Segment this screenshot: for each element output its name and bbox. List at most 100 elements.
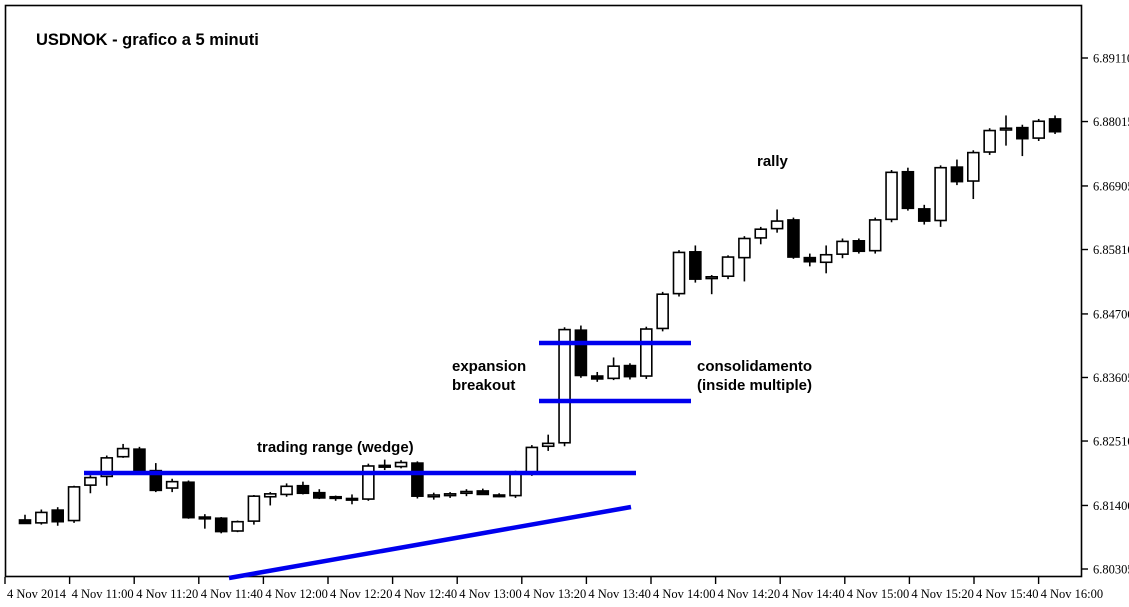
candle <box>607 357 620 381</box>
candle-body <box>247 495 261 522</box>
candle <box>574 325 588 378</box>
y-axis-label: 6.84700 <box>1093 307 1129 321</box>
candle-body <box>214 517 228 533</box>
candle-body <box>427 494 441 498</box>
candle <box>934 165 947 227</box>
candle-body <box>18 519 32 525</box>
x-axis-label: 4 Nov 15:20 <box>911 587 974 601</box>
x-axis: 4 Nov 2014 4 Nov 11:00 4 Nov 11:20 4 Nov 11… <box>4 577 1103 601</box>
y-axis: 6.89110 6.88015 6.86905 6.85810 6.84700 6.836… <box>1081 52 1129 577</box>
candle <box>362 463 375 501</box>
candle-body <box>51 509 65 523</box>
candle-body <box>705 275 719 280</box>
x-axis-label: 4 Nov 13:20 <box>524 587 587 601</box>
candle-body <box>67 486 81 522</box>
candle-body <box>574 329 588 377</box>
candle <box>689 245 702 283</box>
candle <box>1016 124 1029 157</box>
annotation-expansion-breakout-line2: breakout <box>452 377 515 394</box>
y-axis-label: 6.88015 <box>1093 115 1129 129</box>
wedge-support-trendline <box>228 504 632 581</box>
candle <box>427 492 441 500</box>
page-title: USDNOK - grafico a 5 minuti <box>36 31 259 49</box>
candle <box>623 363 637 380</box>
candle-body <box>35 511 48 524</box>
candle <box>263 492 277 506</box>
candle-body <box>133 448 146 473</box>
candle-body <box>362 465 375 500</box>
y-axis-label: 6.85810 <box>1093 243 1129 257</box>
candle <box>231 520 244 533</box>
candle <box>443 492 457 498</box>
annotation-consolidamento-line2: (inside multiple) <box>697 377 812 394</box>
candle-body <box>721 256 735 278</box>
candle-body <box>623 364 637 378</box>
candle <box>394 460 408 469</box>
candle-body <box>950 166 964 183</box>
candle <box>1032 118 1045 141</box>
candle <box>198 514 212 529</box>
candle-body <box>329 495 342 500</box>
candle <box>705 275 719 295</box>
candle-body <box>182 481 195 519</box>
candle <box>67 485 81 523</box>
candle <box>558 327 571 447</box>
candle <box>165 478 179 493</box>
candle-body <box>966 151 980 182</box>
candle <box>770 209 784 233</box>
candle-body <box>1032 120 1045 139</box>
candle <box>917 204 931 225</box>
candle-body <box>378 464 392 468</box>
candle-body <box>541 442 555 448</box>
plot-frame <box>4 4 1083 578</box>
candle-body <box>1016 126 1029 140</box>
annotation-trading-range: trading range (wedge) <box>257 439 414 456</box>
candle-body <box>590 375 604 380</box>
candle-body <box>901 170 915 210</box>
candle-body <box>312 491 326 499</box>
overlay-lines <box>84 340 691 581</box>
candle-body <box>525 446 539 474</box>
candle-body <box>509 472 522 497</box>
candle-body <box>689 251 702 280</box>
candle-body <box>836 240 849 255</box>
y-axis-label: 6.89110 <box>1093 52 1129 66</box>
x-axis-label: 4 Nov 12:20 <box>330 587 393 601</box>
candle <box>901 167 915 211</box>
candle <box>868 217 882 254</box>
candle <box>182 480 195 519</box>
candle-body <box>460 490 473 495</box>
candle-body <box>639 328 653 377</box>
candle-body <box>672 251 686 295</box>
candle-body <box>852 240 866 253</box>
candle <box>836 238 849 259</box>
candle <box>1048 115 1062 135</box>
candle-body <box>934 166 947 222</box>
candle <box>312 489 326 500</box>
candle <box>247 495 261 525</box>
candle-body <box>100 457 114 478</box>
candle-body <box>231 520 244 532</box>
x-axis-label: 4 Nov 14:20 <box>718 587 781 601</box>
candle <box>378 459 392 471</box>
candle <box>133 446 146 474</box>
candle <box>35 509 48 525</box>
candle <box>885 170 898 223</box>
x-axis-label: 4 Nov 12:00 <box>265 587 328 601</box>
candle <box>476 488 490 496</box>
candle <box>492 493 506 498</box>
candle-body <box>558 328 571 444</box>
candle <box>983 128 996 155</box>
y-axis-label: 6.83605 <box>1093 371 1129 385</box>
annotation-expansion-breakout-line1: expansion <box>452 358 526 375</box>
candle-body <box>443 493 457 497</box>
candle <box>819 245 833 274</box>
candle <box>149 463 163 493</box>
candle <box>738 236 751 282</box>
candle-body <box>149 469 163 492</box>
candle <box>754 226 768 245</box>
candle-body <box>280 485 293 496</box>
candle <box>411 461 424 499</box>
